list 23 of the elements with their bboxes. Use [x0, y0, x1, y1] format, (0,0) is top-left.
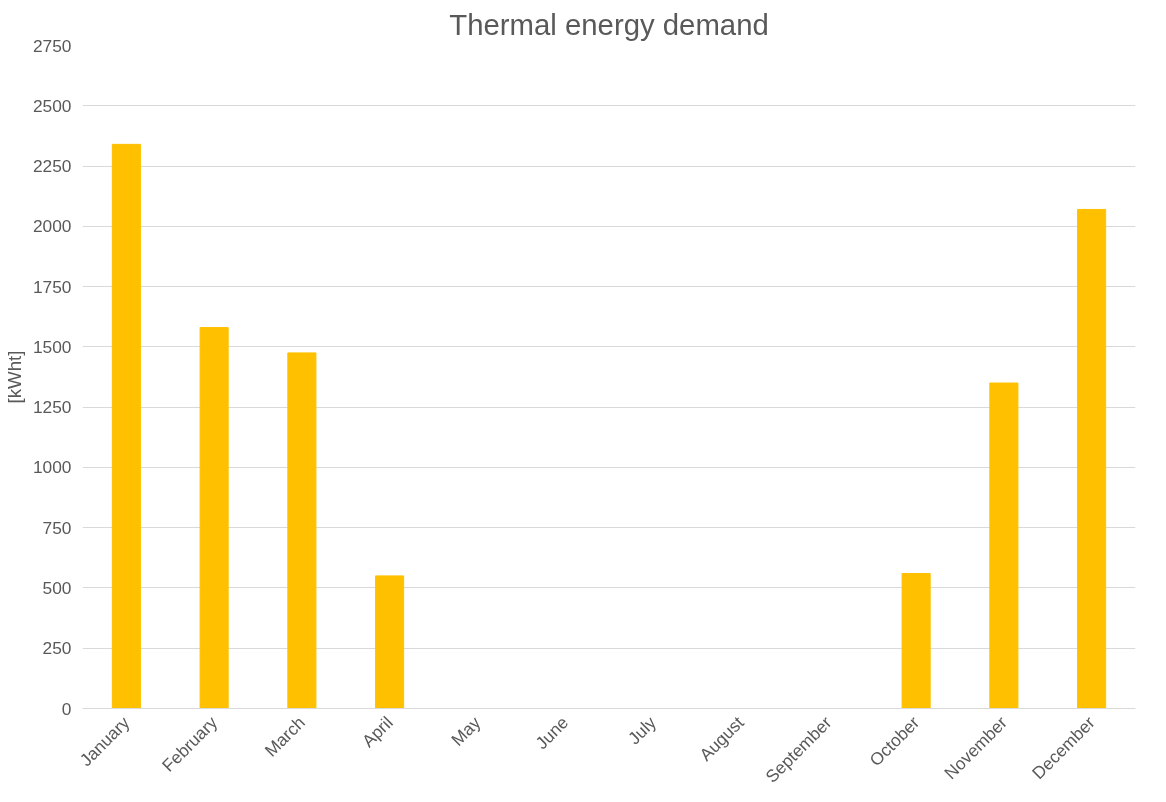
y-tick-label: 500: [42, 577, 72, 598]
y-tick-label: 2000: [32, 216, 72, 237]
chart-title: Thermal energy demand: [449, 7, 769, 41]
y-tick-label: 2250: [32, 156, 72, 177]
y-tick-label: 2500: [32, 95, 72, 116]
bar: [901, 572, 931, 709]
bar: [199, 327, 229, 709]
y-tick-label: 1750: [32, 276, 72, 297]
y-tick-label: 1000: [32, 457, 72, 478]
y-tick-label: 750: [42, 517, 72, 538]
y-tick-label: 1250: [32, 397, 72, 418]
y-tick-label: 0: [61, 698, 72, 719]
bar: [111, 143, 141, 709]
y-axis-title: [kWht]: [3, 350, 25, 404]
y-tick-label: 250: [42, 638, 72, 659]
bar: [1077, 208, 1107, 709]
x-tick-label: July: [624, 712, 661, 749]
bar: [989, 382, 1019, 709]
bar: [287, 352, 317, 709]
bar: [375, 575, 405, 709]
y-tick-label: 1500: [32, 336, 72, 357]
y-tick-label: 2750: [32, 35, 72, 56]
x-tick-label: May: [447, 712, 485, 750]
